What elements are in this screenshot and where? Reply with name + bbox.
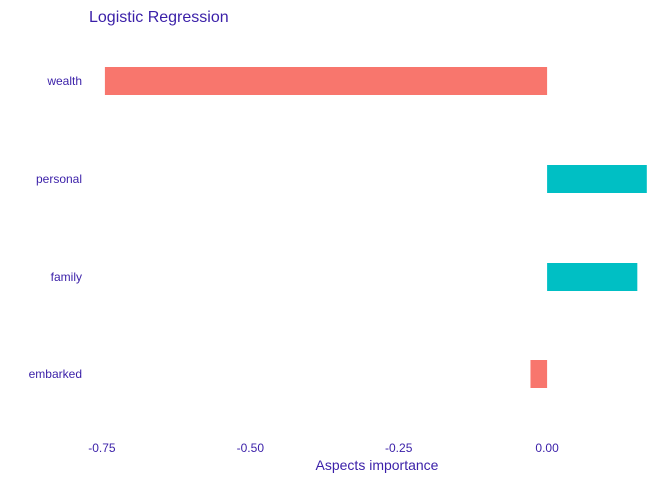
x-tick-label: -0.75 (88, 441, 116, 455)
x-tick-label: -0.25 (385, 441, 413, 455)
bar-family (547, 263, 638, 291)
x-tick-labels: -0.75 -0.50 -0.25 0.00 (88, 441, 559, 455)
bar-embarked (530, 360, 548, 388)
x-axis-title: Aspects importance (316, 457, 439, 473)
chart-title: Logistic Regression (89, 9, 229, 26)
bar-wealth (104, 67, 548, 95)
category-label-family: family (51, 270, 82, 284)
x-tick-label: 0.00 (535, 441, 559, 455)
category-labels: wealth personal family embarked (29, 74, 82, 381)
bar-personal (547, 165, 647, 193)
category-label-personal: personal (36, 172, 82, 186)
category-label-wealth: wealth (46, 74, 82, 88)
category-label-embarked: embarked (29, 367, 82, 381)
bars-group (104, 67, 647, 388)
x-tick-label: -0.50 (237, 441, 265, 455)
